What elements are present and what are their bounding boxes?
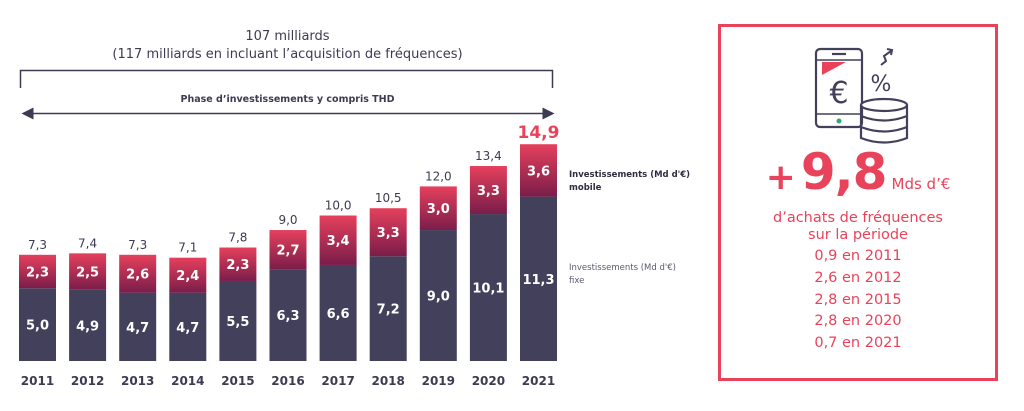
bar-mobile-label: 2,6 (126, 268, 149, 283)
frequency-total-amount: 9,8 (800, 143, 888, 201)
legend-fixe: Investissements (Md d'€) fixe (569, 262, 676, 288)
bar-total-label: 9,0 (278, 213, 297, 227)
bar-total-label: 7,3 (28, 238, 47, 252)
bar-fixe-label: 6,3 (276, 309, 299, 324)
bar-fixe (369, 256, 407, 361)
svg-text:€: € (829, 76, 848, 111)
svg-text:%: % (871, 72, 892, 97)
bar-mobile (119, 254, 157, 293)
bar-mobile-label: 3,3 (477, 184, 500, 199)
bar-mobile (69, 253, 107, 290)
bar-mobile-label: 2,4 (176, 269, 199, 284)
frequency-total: + 9,8 Mds d’€ (721, 143, 995, 201)
bar-mobile (169, 257, 207, 293)
bar-fixe (419, 230, 457, 361)
legend-fixe-line1: Investissements (Md d'€) (569, 263, 676, 273)
bar-fixe (119, 292, 157, 361)
legend-mobile: Investissements (Md d'€) mobile (569, 169, 690, 195)
bar-fixe (19, 288, 56, 361)
panel-item: 2,6 en 2012 (814, 270, 902, 286)
investment-chart: 107 milliards (117 milliards en incluant… (19, 29, 690, 388)
bar-fixe (269, 269, 307, 361)
legend-mobile-line2: mobile (569, 183, 602, 193)
x-tick-label: 2019 (422, 374, 455, 388)
period-bracket (19, 69, 554, 88)
x-tick-label: 2015 (221, 374, 254, 388)
bar-fixe (69, 289, 107, 361)
bar-mobile-label: 2,5 (76, 266, 99, 281)
bar-mobile-label: 2,3 (26, 266, 49, 281)
bar-total-label: 7,3 (128, 238, 147, 252)
bar-mobile-label: 3,6 (527, 164, 550, 179)
panel-item: 0,9 en 2011 (814, 248, 902, 264)
bar-mobile (219, 247, 257, 281)
total-investment-sublabel: (117 milliards en incluant l’acquisition… (112, 47, 463, 62)
x-tick-label: 2011 (21, 374, 54, 388)
x-tick-label: 2018 (371, 374, 404, 388)
frequency-purchases-panel: € % + 9,8 Mds d’€ d’achats de fréquences… (718, 24, 998, 381)
bar-fixe (520, 196, 557, 361)
bar-mobile-label: 2,3 (226, 258, 249, 273)
x-tick-label: 2014 (171, 374, 204, 388)
phase-label: Phase d’investissements y compris THD (180, 94, 395, 105)
bar-fixe-label: 5,0 (26, 319, 49, 334)
bar-mobile (520, 144, 557, 197)
bar-total-label: 10,0 (325, 199, 352, 213)
x-tick-label: 2012 (71, 374, 104, 388)
bar-mobile (269, 230, 307, 270)
x-tick-label: 2020 (472, 374, 505, 388)
panel-item: 2,8 en 2020 (814, 313, 902, 329)
bar-total-label: 13,4 (475, 149, 502, 163)
bar-mobile-label: 3,3 (377, 226, 400, 241)
bar-mobile (319, 215, 357, 265)
bar-total-label: 7,4 (78, 236, 97, 250)
bar-fixe-label: 5,5 (226, 315, 249, 330)
bar-mobile (419, 186, 457, 231)
bar-total-label: 7,1 (178, 241, 197, 255)
bar-mobile (369, 208, 407, 257)
x-tick-label: 2017 (321, 374, 354, 388)
frequency-total-unit: Mds d’€ (891, 175, 951, 193)
bar-fixe (469, 214, 507, 361)
chart-canvas: 5,0 2,3 7,3 2011 4,9 2,5 7,4 2012 4,7 2,6 7,3 2013 4… (19, 69, 560, 388)
bar-total-label: 7,8 (228, 231, 247, 245)
bar-fixe-label: 6,6 (327, 307, 350, 322)
bar-fixe (319, 264, 357, 361)
bar-total-label: 12,0 (425, 169, 452, 183)
x-tick-label: 2016 (271, 374, 304, 388)
bar-mobile (19, 254, 56, 289)
panel-item: 2,8 en 2015 (814, 292, 902, 308)
bar-fixe-label: 4,9 (76, 319, 99, 334)
bar-total-label: 14,9 (518, 123, 560, 143)
bar-mobile-label: 3,0 (427, 202, 450, 217)
bar-fixe-label: 11,3 (522, 273, 554, 288)
panel-item: 0,7 en 2021 (814, 335, 902, 351)
x-tick-label: 2021 (522, 374, 555, 388)
bar-fixe-label: 4,7 (126, 321, 149, 336)
bar-fixe-label: 10,1 (472, 282, 504, 297)
bar-fixe-label: 7,2 (377, 303, 400, 318)
total-investment-label: 107 milliards (245, 29, 330, 44)
panel-desc-line2: sur la période (808, 227, 908, 243)
x-tick-label: 2013 (121, 374, 154, 388)
bar-fixe (219, 280, 257, 361)
bar-fixe-label: 9,0 (427, 290, 450, 305)
legend-fixe-line2: fixe (569, 276, 585, 286)
legend-mobile-line1: Investissements (Md d'€) (569, 170, 691, 180)
bar-fixe-label: 4,7 (176, 321, 199, 336)
bar-fixe (169, 292, 207, 361)
bar-mobile (469, 166, 507, 215)
plus-sign: + (765, 157, 796, 198)
bar-total-label: 10,5 (375, 191, 402, 205)
phone-euro-coins-percent-icon: € % (814, 47, 909, 144)
bar-mobile-label: 3,4 (327, 234, 350, 249)
bar-mobile-label: 2,7 (276, 244, 299, 259)
panel-desc-line1: d’achats de fréquences (773, 210, 943, 226)
